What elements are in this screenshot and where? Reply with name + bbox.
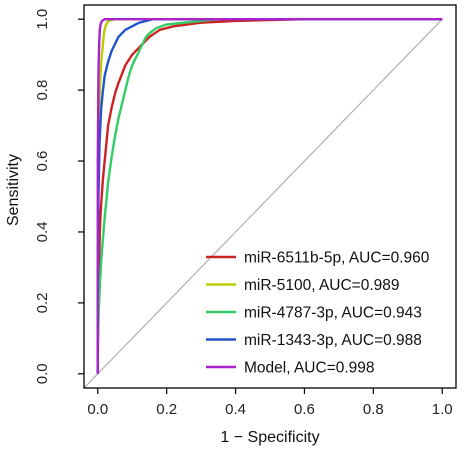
plot-frame: [83, 4, 457, 389]
legend-label-3: miR-4787-3p, AUC=0.943: [244, 305, 422, 322]
x-tick-label: 0.6: [294, 401, 315, 418]
x-tick-label: 0.0: [87, 401, 108, 418]
legend-label-5: Model, AUC=0.998: [244, 360, 375, 377]
roc-curve-1: [96, 17, 443, 374]
plot-area: [83, 17, 443, 389]
roc-curve-5: [96, 17, 443, 374]
y-tick-label: 0.0: [34, 363, 51, 384]
x-tick-label: 0.2: [156, 401, 177, 418]
legend-label-2: miR-5100, AUC=0.989: [244, 277, 400, 294]
x-tick-label: 1.0: [432, 401, 453, 418]
x-tick-label: 0.4: [225, 401, 246, 418]
y-tick-label: 0.4: [34, 222, 51, 243]
y-tick-label: 1.0: [34, 9, 51, 30]
roc-curve-3: [96, 17, 443, 374]
y-tick-label: 0.2: [34, 292, 51, 313]
reference-diagonal: [83, 18, 443, 389]
legend-label-4: miR-1343-3p, AUC=0.988: [244, 332, 422, 349]
y-axis-title: Sensitivity: [5, 154, 22, 226]
x-tick-label: 0.8: [363, 401, 384, 418]
legend: miR-6511b-5p, AUC=0.960 miR-5100, AUC=0.9…: [206, 250, 430, 377]
y-tick-label: 0.8: [34, 80, 51, 101]
x-axis-title: 1 − Specificity: [220, 429, 319, 446]
axes: 0.0 0.2 0.4 0.6 0.8 1.0 0.0 0.2 0.4 0.6 0.8 1.0: [34, 4, 457, 418]
y-tick-label: 0.6: [34, 151, 51, 172]
legend-label-1: miR-6511b-5p, AUC=0.960: [244, 250, 430, 267]
